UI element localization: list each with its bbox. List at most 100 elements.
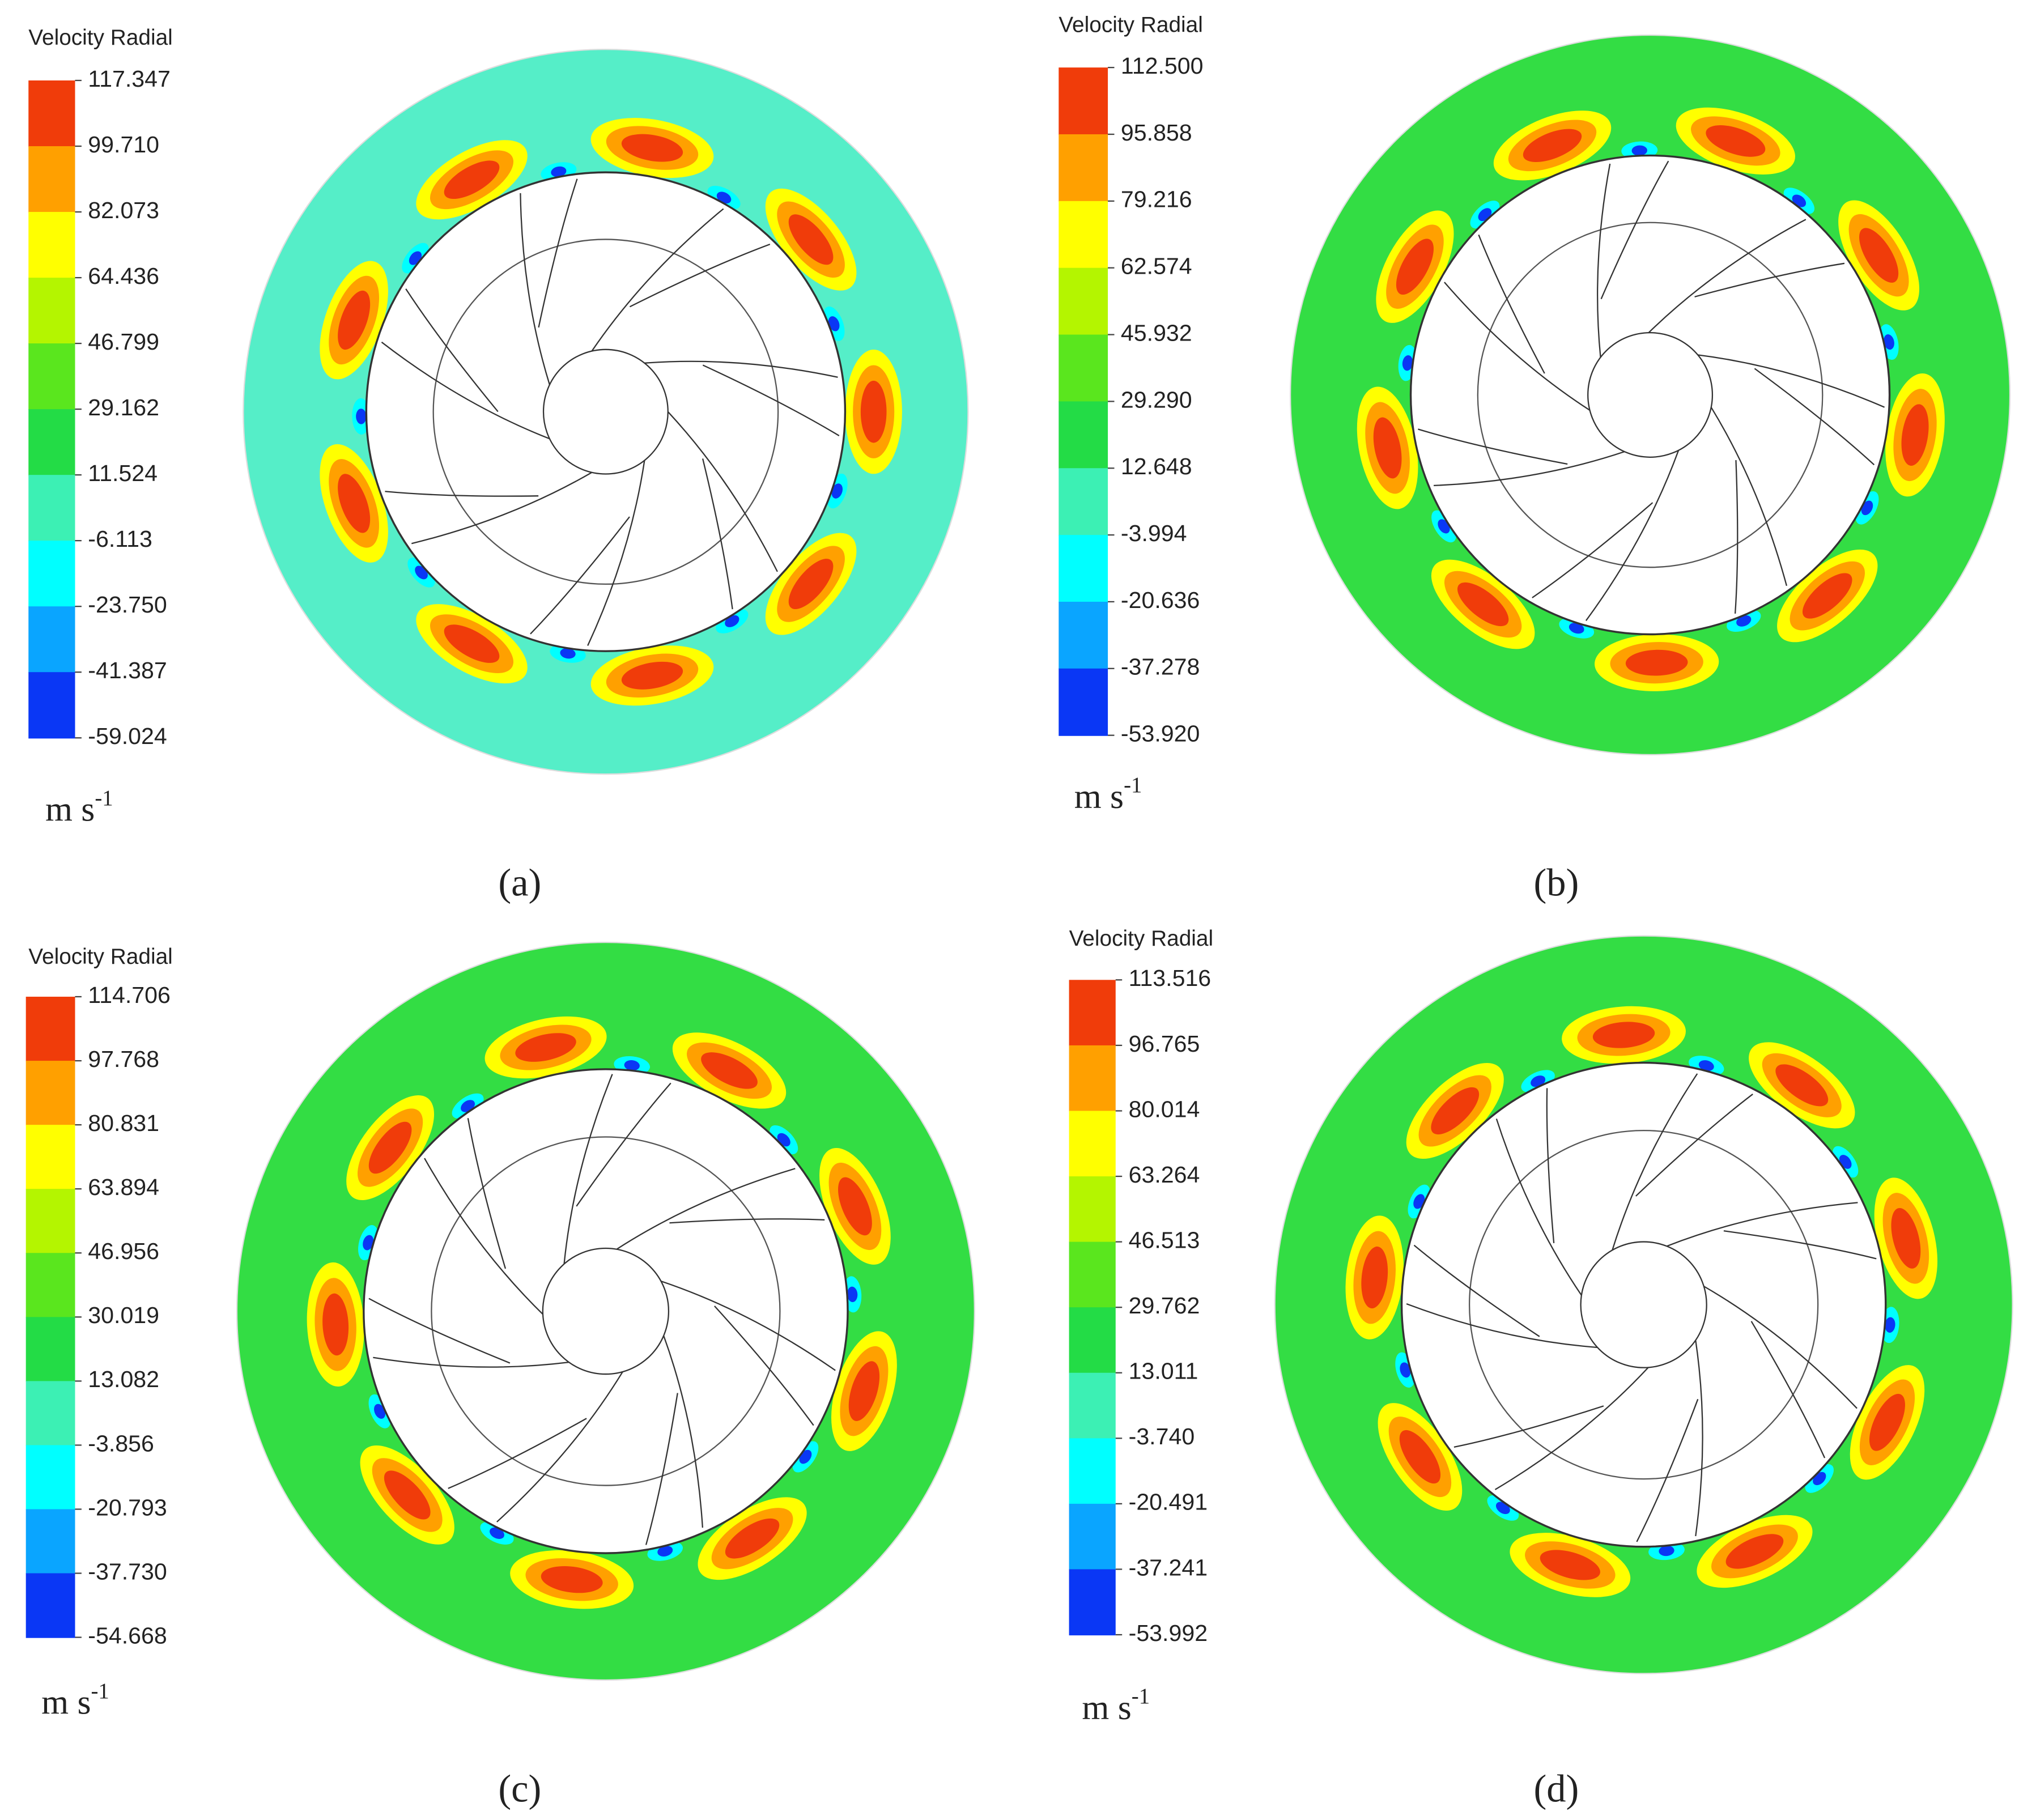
- splitter-blade: [1754, 368, 1875, 466]
- tick-label: -41.387: [88, 657, 167, 683]
- high-velocity-zone: [322, 1293, 349, 1356]
- tick-label: 117.347: [88, 66, 171, 92]
- color-band: [25, 1317, 75, 1382]
- low-velocity-core: [363, 1235, 374, 1251]
- color-band: [1059, 334, 1108, 402]
- splitter-blade: [1546, 1088, 1555, 1244]
- low-velocity-core: [560, 648, 576, 659]
- tick-label: -3.994: [1121, 520, 1187, 546]
- splitter-blade: [1694, 262, 1845, 297]
- caption: (a): [498, 861, 541, 904]
- splitter-blade: [645, 1393, 678, 1545]
- color-band: [28, 475, 75, 542]
- tick-label: 13.011: [1129, 1358, 1198, 1384]
- low-velocity-core: [1413, 1194, 1425, 1209]
- splitter-circle: [431, 1136, 781, 1486]
- tick-label: -20.636: [1121, 587, 1200, 613]
- splitter-blade: [702, 364, 840, 436]
- splitter-blade: [702, 458, 733, 610]
- high-velocity-zone: [725, 1518, 780, 1559]
- high-velocity-zone: [515, 1033, 576, 1062]
- tick-label: -6.113: [88, 526, 152, 552]
- splitter-circle: [432, 239, 779, 585]
- tick-label: 29.290: [1121, 386, 1192, 413]
- high-velocity-zone: [1361, 1246, 1388, 1309]
- blade: [1495, 1119, 1582, 1296]
- high-velocity-zone: [788, 559, 834, 610]
- splitter-blade: [1453, 1405, 1604, 1448]
- unit-text: m s: [1082, 1689, 1131, 1727]
- high-velocity-zone: [444, 160, 500, 199]
- hub: [542, 348, 669, 475]
- blade: [520, 193, 551, 385]
- color-band: [28, 212, 75, 279]
- splitter-blade: [368, 1298, 511, 1364]
- tick-label: 12.648: [1121, 453, 1192, 479]
- blade: [663, 1335, 704, 1528]
- low-velocity-core: [828, 316, 840, 331]
- unit-sup: -1: [1132, 1684, 1150, 1708]
- splitter-blade: [1478, 234, 1545, 374]
- tick-label: 82.073: [88, 197, 159, 223]
- hub: [542, 1247, 670, 1375]
- tick-label: -3.856: [88, 1430, 154, 1456]
- color-band: [28, 80, 75, 147]
- blade: [1698, 354, 1885, 408]
- blade: [1710, 407, 1788, 586]
- low-velocity-core: [1885, 1317, 1895, 1333]
- blade: [1585, 450, 1680, 621]
- low-velocity-core: [1736, 615, 1752, 627]
- splitter-circle: [1477, 222, 1824, 568]
- blade: [563, 1074, 613, 1264]
- high-velocity-zone: [1399, 1430, 1441, 1484]
- tick-label: 13.082: [88, 1366, 159, 1392]
- color-band: [1059, 535, 1108, 603]
- legend-title: Velocity Radial: [28, 25, 173, 50]
- panel: Velocity Radial 114.706 97.768 80.831 63.894…: [25, 941, 975, 1810]
- unit: m s-1: [1082, 1684, 1150, 1727]
- legend-title: Velocity Radial: [1059, 12, 1203, 37]
- splitter-blade: [385, 491, 539, 497]
- splitter-blade: [1750, 1321, 1826, 1458]
- tick-label: 80.014: [1129, 1096, 1200, 1122]
- high-velocity-zone: [1592, 1022, 1655, 1048]
- splitter-blade: [1418, 428, 1568, 465]
- high-velocity-zone: [1901, 404, 1929, 466]
- low-velocity-core: [1631, 145, 1647, 156]
- unit-text: m s: [1074, 777, 1124, 816]
- tick-label: 46.956: [88, 1238, 159, 1264]
- tick-label: 80.831: [88, 1110, 159, 1136]
- tick-label: 114.706: [88, 982, 171, 1008]
- unit-sup: -1: [1124, 773, 1142, 797]
- caption: (c): [498, 1767, 541, 1810]
- blade: [591, 208, 724, 352]
- tick-label: 64.436: [88, 263, 159, 289]
- unit: m s-1: [41, 1679, 109, 1722]
- hub: [1580, 1241, 1707, 1368]
- splitter-blade: [1636, 1398, 1699, 1542]
- color-band: [1059, 67, 1108, 135]
- high-velocity-zone: [1859, 228, 1899, 283]
- unit-text: m s: [41, 1683, 91, 1722]
- splitter-blade: [1734, 460, 1739, 614]
- low-velocity-core: [490, 1527, 504, 1539]
- low-velocity-core: [1400, 1362, 1411, 1378]
- high-velocity-zone: [838, 1177, 872, 1236]
- high-velocity-zone: [338, 290, 371, 350]
- color-band: [25, 1125, 75, 1190]
- tick-label: 46.799: [88, 329, 159, 355]
- tick-label: 11.524: [88, 460, 158, 486]
- color-band: [25, 1253, 75, 1318]
- blade: [1695, 1340, 1703, 1537]
- caption: (d): [1534, 1767, 1579, 1810]
- low-velocity-core: [847, 1286, 858, 1303]
- splitter-blade: [1635, 1094, 1753, 1197]
- high-velocity-zone: [1775, 1064, 1829, 1107]
- blade: [667, 411, 778, 572]
- high-velocity-zone: [1540, 1550, 1600, 1580]
- tick-label: -53.992: [1129, 1620, 1208, 1646]
- color-band: [1059, 668, 1108, 736]
- color-band: [1069, 1372, 1116, 1439]
